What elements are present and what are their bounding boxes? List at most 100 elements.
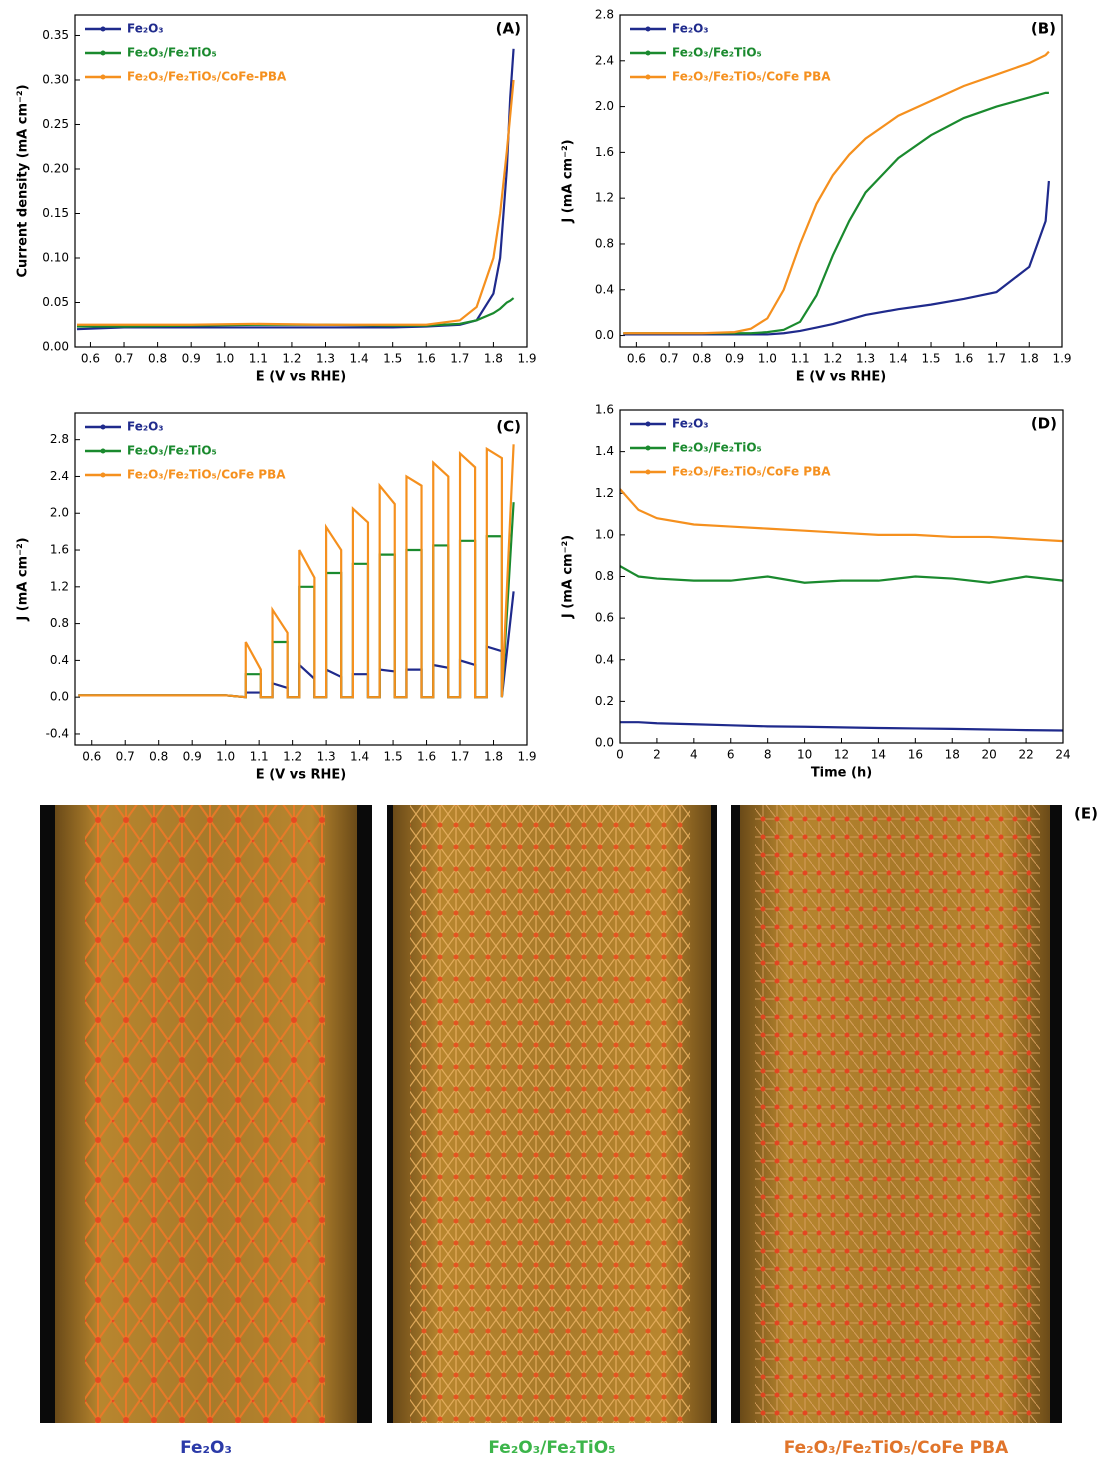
x-tick-label: 14 (871, 748, 886, 762)
y-tick-label: 1.6 (595, 403, 614, 417)
x-tick-label: 0.7 (116, 750, 135, 764)
x-tick-label: 1.8 (484, 352, 503, 366)
y-tick-label: 0.8 (595, 569, 614, 583)
y-tick-label: 0.4 (595, 282, 614, 296)
legend-label: Fe₂O₃/Fe₂TiO₅ (127, 46, 217, 60)
legend-marker (645, 74, 651, 80)
x-tick-label: 0.8 (692, 352, 711, 366)
x-tick-label: 0.8 (149, 750, 168, 764)
panel-label: (B) (1031, 20, 1056, 38)
legend-label: Fe₂O₃ (672, 22, 709, 36)
plot-frame (74, 412, 528, 746)
y-tick-label: 0.30 (42, 72, 69, 86)
legend-marker (100, 472, 106, 478)
series-line (78, 444, 515, 699)
y-tick-label: 2.4 (595, 53, 614, 67)
x-tick-label: 1.9 (1052, 352, 1071, 366)
legend-label: Fe₂O₃/Fe₂TiO₅/CoFe-PBA (127, 70, 287, 84)
y-tick-label: 0.05 (42, 295, 69, 309)
x-tick-label: 1.6 (954, 352, 973, 366)
x-tick-label: 0.6 (81, 352, 100, 366)
legend-label: Fe₂O₃/Fe₂TiO₅ (672, 46, 762, 60)
y-tick-label: 2.8 (595, 8, 614, 22)
y-tick-label: 2.8 (50, 432, 69, 446)
y-axis-label: J (mA cm⁻²) (16, 537, 31, 621)
x-tick-label: 0.9 (183, 750, 202, 764)
y-tick-label: 1.2 (595, 486, 614, 500)
panel-label: (D) (1031, 415, 1057, 433)
series-line (77, 79, 515, 326)
y-tick-label: 1.6 (595, 145, 614, 159)
x-tick-label: 1.1 (791, 352, 810, 366)
plot-frame (74, 14, 528, 348)
x-tick-label: 1.5 (384, 750, 403, 764)
x-tick-label: 6 (727, 748, 735, 762)
y-tick-label: 0.0 (595, 736, 614, 750)
x-axis-label: Time (h) (811, 766, 872, 781)
y-tick-label: 0.00 (42, 340, 69, 354)
y-tick-label: 1.0 (595, 527, 614, 541)
x-tick-label: 1.0 (215, 352, 234, 366)
y-tick-label: 0.2 (595, 694, 614, 708)
x-tick-label: 12 (834, 748, 849, 762)
x-tick-label: 1.7 (987, 352, 1006, 366)
y-tick-label: 2.4 (50, 469, 69, 483)
series-line (76, 48, 515, 331)
x-axis-label: E (V vs RHE) (256, 768, 346, 783)
x-tick-label: 1.3 (317, 750, 336, 764)
y-tick-label: 1.2 (50, 579, 69, 593)
x-tick-label: 2 (653, 748, 661, 762)
y-tick-label: 0.4 (50, 653, 69, 667)
x-axis-label: E (V vs RHE) (796, 370, 886, 385)
y-tick-label: 2.0 (595, 99, 614, 113)
x-tick-label: 18 (945, 748, 960, 762)
x-tick-label: 1.7 (450, 352, 469, 366)
x-tick-label: 1.4 (350, 750, 369, 764)
x-tick-label: 8 (764, 748, 772, 762)
y-tick-label: 0.25 (42, 117, 69, 131)
y-axis-label: J (mA cm⁻²) (561, 535, 576, 619)
panel: 0.6 0.7 0.8 0.9 1.0 1.1 1.2 1.3 1.4 1.5 1.6 1.7 1.8 1… (561, 8, 1072, 385)
y-tick-label: -0.4 (46, 726, 69, 740)
x-tick-label: 1.3 (856, 352, 875, 366)
legend-marker (100, 26, 106, 32)
y-tick-label: 0.20 (42, 161, 69, 175)
legend-label: Fe₂O₃/Fe₂TiO₅/CoFe PBA (672, 70, 831, 84)
legend-marker (100, 424, 106, 430)
x-tick-label: 0.9 (725, 352, 744, 366)
panel-label: (C) (496, 418, 521, 436)
y-axis-label: J (mA cm⁻²) (561, 139, 576, 223)
legend-marker (100, 448, 106, 454)
legend-label: Fe₂O₃ (672, 417, 709, 431)
image-caption: Fe₂O₃/Fe₂TiO₅/CoFe PBA (784, 1438, 1009, 1458)
x-tick-label: 0.7 (660, 352, 679, 366)
image-caption: Fe₂O₃ (180, 1438, 232, 1458)
x-tick-label: 1.2 (282, 352, 301, 366)
legend-marker (100, 50, 106, 56)
x-tick-label: 0.8 (148, 352, 167, 366)
x-tick-label: 1.8 (1020, 352, 1039, 366)
x-tick-label: 1.1 (250, 750, 269, 764)
x-tick-label: 1.4 (889, 352, 908, 366)
y-axis-label: Current density (mA cm⁻²) (16, 84, 31, 277)
panel: 0 2 4 6 8 10 12 14 16 18 20 22 240.00.20.40.60.81.01… (561, 403, 1071, 781)
plot-frame (619, 409, 1064, 744)
legend-label: Fe₂O₃ (127, 22, 164, 36)
legend-marker (645, 26, 651, 32)
x-tick-label: 1.5 (383, 352, 402, 366)
legend-label: Fe₂O₃/Fe₂TiO₅ (672, 441, 762, 455)
structure-image (731, 805, 1062, 1423)
panel-label: (A) (496, 20, 521, 38)
x-tick-label: 1.0 (758, 352, 777, 366)
x-tick-label: 0.7 (114, 352, 133, 366)
legend-marker (645, 469, 651, 475)
x-tick-label: 1.8 (484, 750, 503, 764)
legend-label: Fe₂O₃/Fe₂TiO₅ (127, 444, 217, 458)
legend-marker (645, 50, 651, 56)
x-tick-label: 1.1 (249, 352, 268, 366)
y-tick-label: 2.0 (50, 506, 69, 520)
x-tick-label: 16 (908, 748, 923, 762)
panel-label: (E) (1074, 805, 1098, 823)
